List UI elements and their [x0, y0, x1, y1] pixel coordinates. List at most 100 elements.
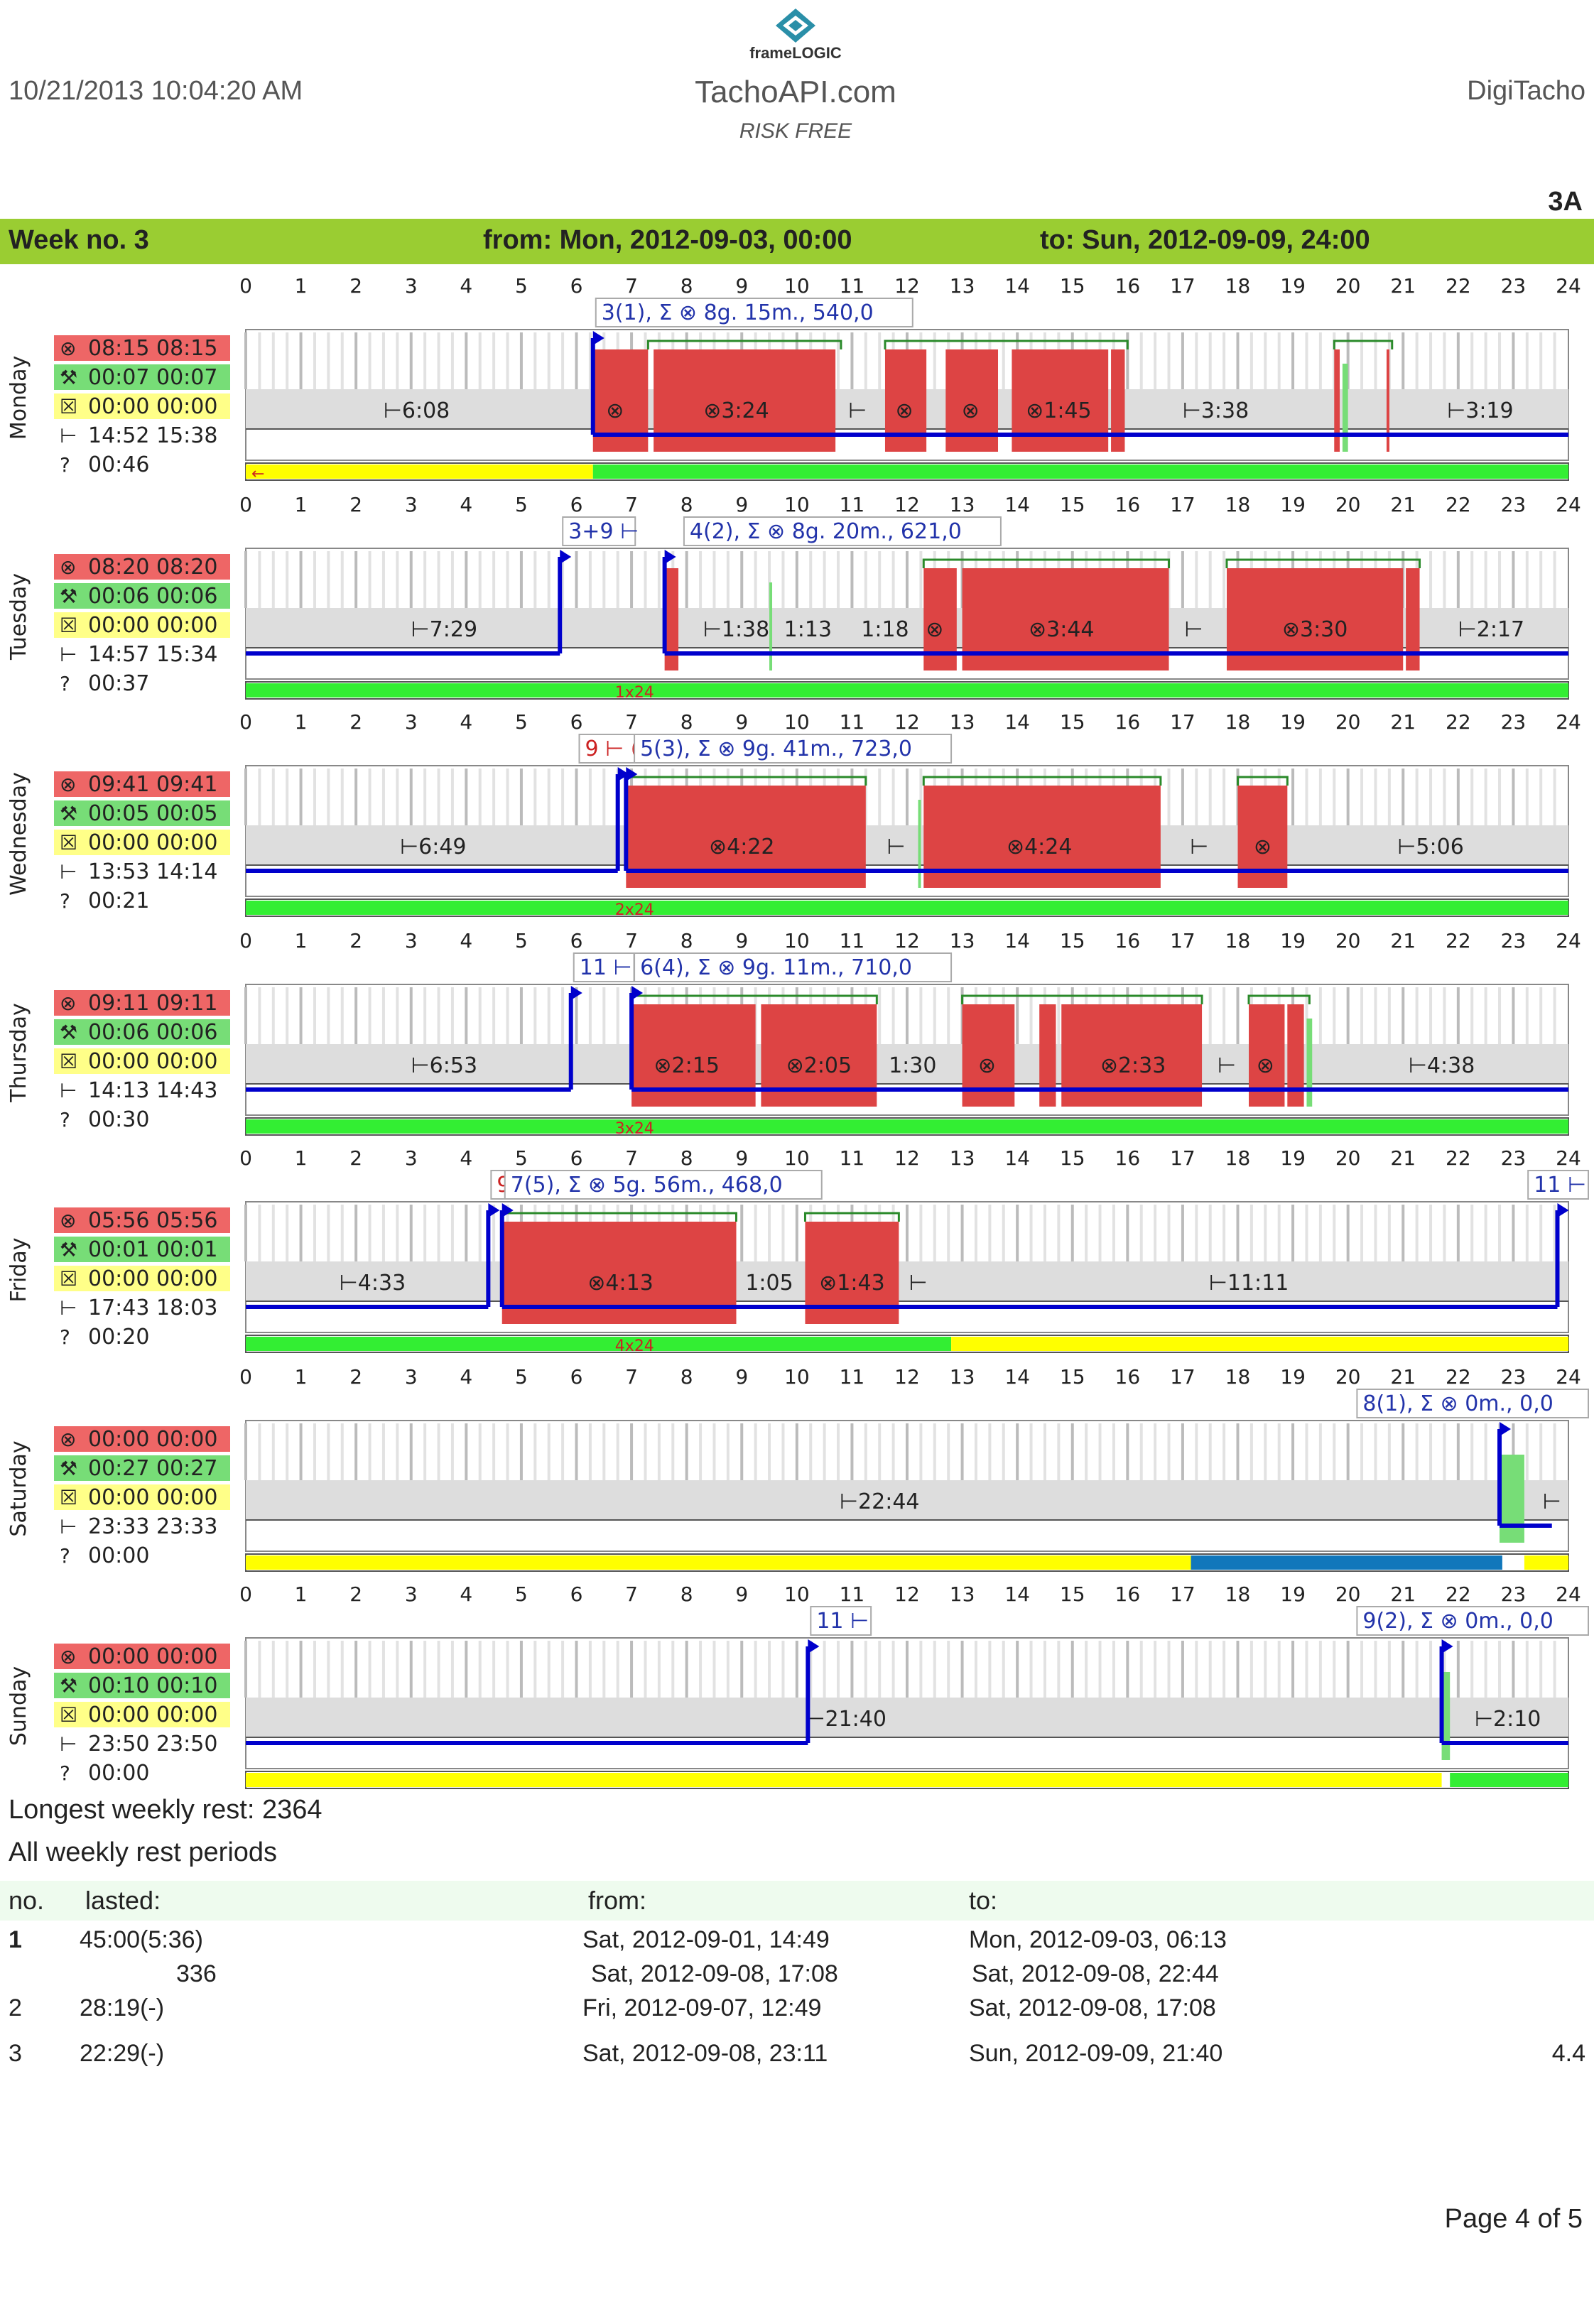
rest-label: ⊢	[848, 398, 867, 423]
avail-icon: ☒	[60, 395, 77, 418]
hour-tick-label: 17	[1170, 1582, 1196, 1606]
status-bar-note: 1x24	[615, 683, 654, 701]
hour-tick-label: 16	[1115, 1364, 1141, 1388]
hour-tick-label: 22	[1446, 1146, 1471, 1170]
hour-tick-label: 4	[460, 492, 472, 516]
tag-label: 3+9 ⊢	[568, 518, 639, 543]
tag-box	[595, 298, 913, 327]
rest-extra: 4.4	[1551, 2040, 1585, 2067]
hour-tick-label: 23	[1501, 1582, 1527, 1606]
hour-tick-label: 21	[1390, 492, 1416, 516]
rest-lasted: 336	[176, 1960, 217, 1987]
day-timeline: 0 1 2 3 4 5 6 7 8 9 10 11 12 13 14 15 16 17 18 19 20 21 22 23 24…	[6, 492, 1581, 701]
hour-tick-label: 22	[1446, 710, 1471, 734]
hour-tick-label: 1	[295, 274, 308, 298]
hour-tick-label: 12	[894, 274, 920, 298]
day-timeline: 0 1 2 3 4 5 6 7 8 9 10 11 12 13 14 15 16 17 18 19 20 21 22 23 24…	[6, 1582, 1590, 1789]
hour-tick-label: 4	[460, 1146, 472, 1170]
work-block	[918, 800, 921, 888]
rest-row: 336 Sat, 2012-09-08, 17:08 Sat, 2012-09-…	[0, 1960, 1594, 1994]
drive-summary: 05:56 05:56	[88, 1208, 217, 1233]
hour-tick-label: 9	[735, 1146, 748, 1170]
hour-tick-label: 21	[1390, 928, 1416, 952]
drive-block	[1406, 568, 1420, 670]
col-lasted: lasted:	[85, 1886, 161, 1915]
hour-tick-label: 13	[950, 492, 975, 516]
tag-label: 9(2), Σ ⊗ 0m., 0,0	[1362, 1609, 1553, 1634]
drive-block	[664, 568, 679, 670]
hour-tick-label: 14	[1004, 1582, 1030, 1606]
hour-tick-label: 0	[239, 1582, 252, 1606]
rest-label: 1:13	[784, 617, 832, 641]
hour-tick-label: 13	[950, 1146, 975, 1170]
work-icon: ⚒	[60, 802, 77, 825]
drive-summary: 09:41 09:41	[88, 772, 217, 797]
hour-tick-label: 6	[570, 1146, 583, 1170]
day-chart-wednesday: 0 1 2 3 4 5 6 7 8 9 10 11 12 13 14 15 16 17 18 19 20 21 22 23 24…	[0, 706, 1594, 919]
rest-label: ⊢	[1184, 617, 1203, 641]
work-block	[769, 582, 773, 670]
hour-tick-label: 21	[1390, 274, 1416, 298]
unknown-summary: 00:21	[88, 889, 149, 913]
hour-tick-label: 22	[1446, 1364, 1471, 1388]
rest-no: 1	[9, 1926, 22, 1953]
week-header-bar: Week no. 3 from: Mon, 2012-09-03, 00:00 …	[0, 219, 1594, 264]
hour-tick-label: 22	[1446, 274, 1471, 298]
hour-tick-label: 18	[1225, 274, 1251, 298]
hour-tick-label: 6	[570, 274, 583, 298]
unknown-summary: 00:00	[88, 1761, 149, 1786]
hour-tick-label: 2	[349, 710, 362, 734]
rest-row: 2 28:19(-) Fri, 2012-09-07, 12:49 Sat, 2…	[0, 1994, 1594, 2029]
day-name: Sunday	[6, 1666, 31, 1746]
day-chart-sunday: 0 1 2 3 4 5 6 7 8 9 10 11 12 13 14 15 16 17 18 19 20 21 22 23 24…	[0, 1578, 1594, 1791]
hour-tick-label: 19	[1280, 274, 1306, 298]
tag-label: 6(4), Σ ⊗ 9g. 11m., 710,0	[640, 955, 912, 979]
drive-label: ⊗1:45	[1026, 398, 1092, 423]
drive-summary-bg	[54, 553, 230, 579]
drive-label: ⊗2:15	[654, 1053, 720, 1077]
status-bar-segment	[1450, 1773, 1568, 1787]
col-to: to:	[969, 1886, 998, 1915]
unknown-summary: 00:37	[88, 670, 149, 695]
hour-tick-label: 2	[349, 492, 362, 516]
avail-summary: 00:00 00:00	[88, 612, 217, 637]
longest-weekly-rest: Longest weekly rest: 2364	[9, 1796, 322, 1825]
rest-label: ⊢11:11	[1209, 1271, 1289, 1296]
drive-block	[1287, 1004, 1304, 1106]
hour-tick-label: 1	[295, 1364, 308, 1388]
unknown-icon: ?	[60, 1325, 70, 1349]
hour-tick-label: 13	[950, 274, 975, 298]
hour-tick-label: 18	[1225, 1364, 1251, 1388]
hour-tick-label: 23	[1501, 492, 1527, 516]
hour-tick-label: 16	[1115, 1146, 1141, 1170]
avail-summary-bg	[54, 393, 230, 419]
rest-label: ⊢5:06	[1397, 835, 1464, 859]
unknown-summary: 00:30	[88, 1107, 149, 1131]
col-from: from:	[588, 1886, 647, 1915]
drive-icon: ⊗	[60, 1645, 76, 1668]
avail-icon: ☒	[60, 831, 77, 854]
drive-icon: ⊗	[60, 1209, 76, 1232]
hour-tick-label: 8	[681, 1146, 693, 1170]
hour-tick-label: 17	[1170, 1364, 1196, 1388]
avail-icon: ☒	[60, 1485, 77, 1509]
hour-tick-label: 3	[405, 492, 418, 516]
hour-tick-label: 10	[784, 928, 810, 952]
day-name: Friday	[6, 1238, 31, 1303]
hour-tick-label: 6	[570, 1582, 583, 1606]
rest-to: Mon, 2012-09-03, 06:13	[969, 1926, 1227, 1953]
hour-tick-label: 19	[1280, 1582, 1306, 1606]
avail-summary: 00:00 00:00	[88, 1048, 217, 1073]
shift-bracket	[1247, 994, 1311, 1004]
hour-tick-label: 17	[1170, 274, 1196, 298]
hour-tick-label: 15	[1060, 710, 1085, 734]
status-bar-note: 3x24	[615, 1119, 654, 1137]
drive-block	[1386, 349, 1389, 452]
tag-label: 3(1), Σ ⊗ 8g. 15m., 540,0	[602, 300, 874, 325]
hour-tick-label: 9	[735, 492, 748, 516]
day-name: Thursday	[6, 1002, 31, 1102]
logo-text: frameLOGIC	[749, 45, 842, 63]
tag-box	[683, 516, 1002, 545]
hour-tick-label: 21	[1390, 710, 1416, 734]
